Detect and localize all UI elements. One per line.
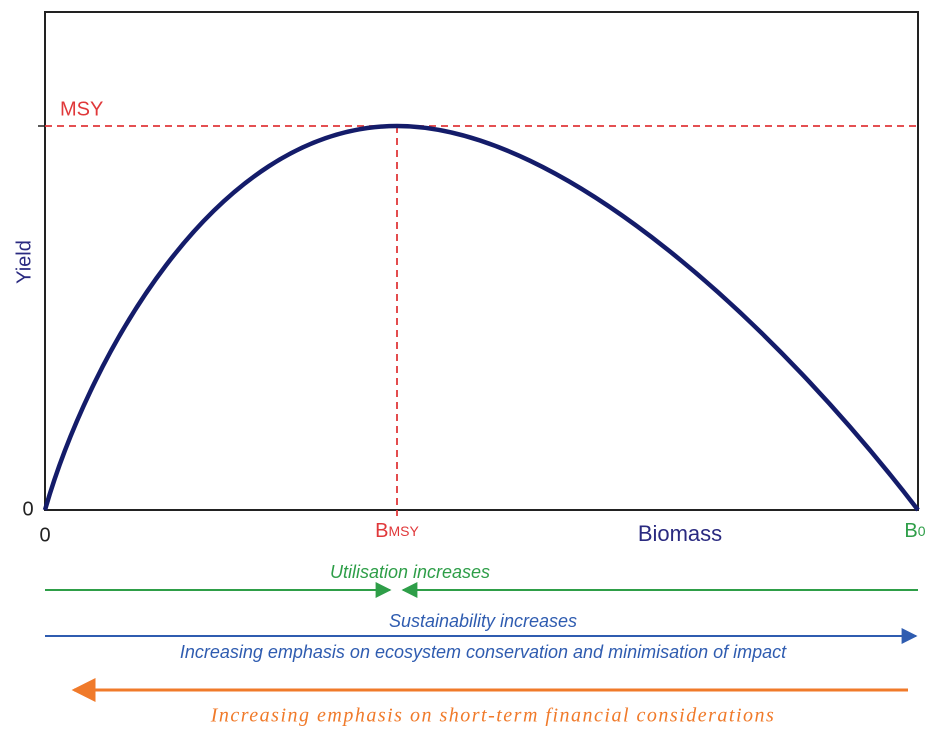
origin-y-label: 0 [22, 498, 33, 520]
b0-label: B0 [904, 520, 925, 542]
msy-label: MSY [60, 98, 103, 120]
financial-text: Increasing emphasis on short-term financ… [210, 705, 776, 727]
yield-curve [42, 123, 920, 512]
utilisation-text: Utilisation increases [330, 562, 490, 582]
bmsy-label: BMSY [375, 520, 419, 542]
y-axis-label: Yield [13, 240, 35, 284]
ecosystem-text: Increasing emphasis on ecosystem conserv… [180, 642, 787, 662]
x-axis-label: Biomass [638, 521, 722, 546]
plot-frame [44, 11, 919, 511]
origin-x-label: 0 [39, 524, 50, 546]
sustainability-text: Sustainability increases [389, 611, 577, 631]
